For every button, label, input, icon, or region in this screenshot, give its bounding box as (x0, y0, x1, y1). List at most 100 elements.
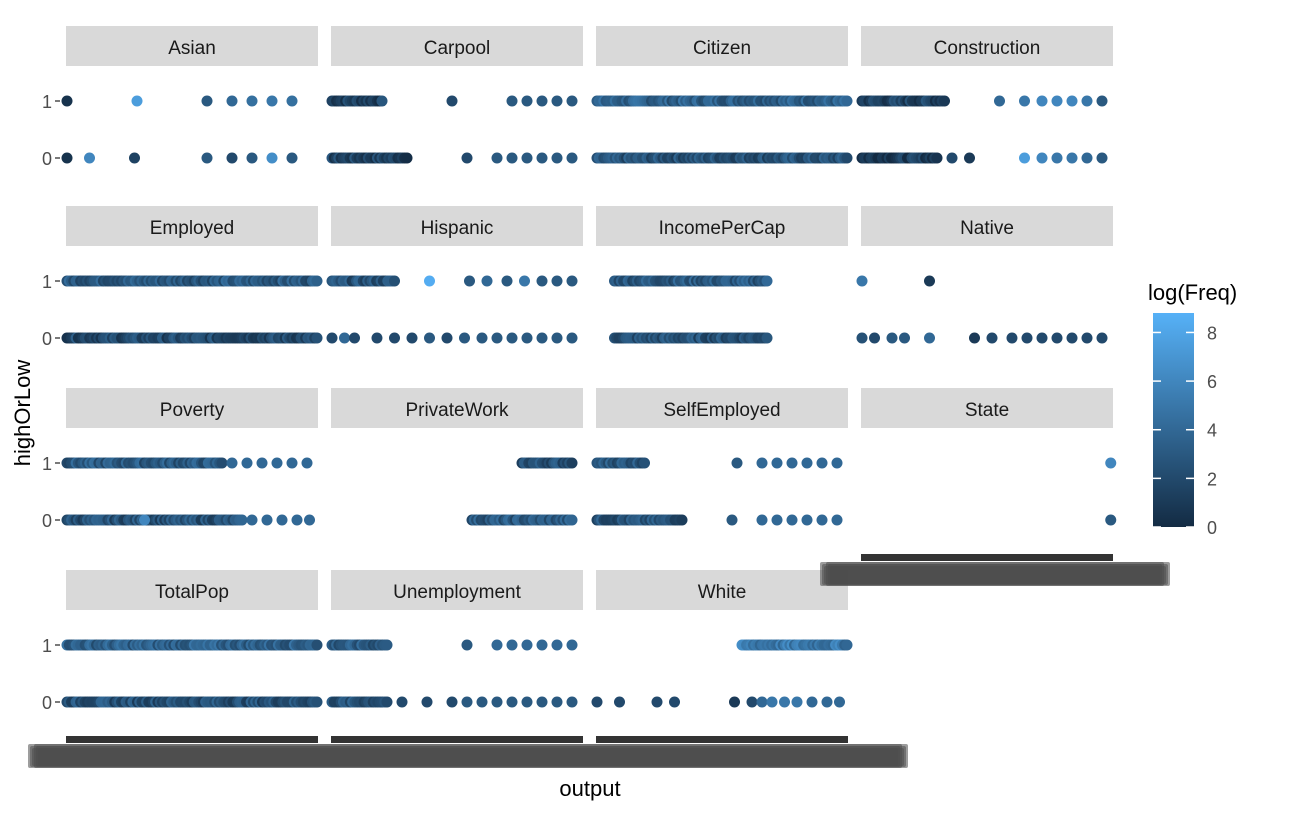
point-1 (506, 95, 518, 107)
point-1 (286, 457, 298, 469)
point-1 (389, 275, 400, 287)
facet-strip (66, 206, 318, 246)
facet-strip-label: SelfEmployed (663, 400, 780, 421)
facet-points (591, 639, 853, 708)
x-tick-marks (66, 736, 318, 743)
y-tick-label-1: 1 (42, 636, 52, 656)
point-0 (521, 332, 533, 344)
point-0 (651, 696, 663, 708)
point-0 (536, 696, 548, 708)
point-1 (856, 275, 868, 287)
point-0 (286, 152, 298, 164)
point-1 (831, 457, 843, 469)
point-0 (946, 152, 958, 164)
facet-points (609, 275, 773, 344)
facet-strip (596, 206, 848, 246)
point-0 (806, 696, 818, 708)
point-0 (326, 332, 338, 344)
point-1 (816, 457, 828, 469)
point-1 (1051, 95, 1063, 107)
point-1 (551, 95, 563, 107)
x-tick-marks (331, 736, 583, 743)
point-0 (746, 696, 758, 708)
facet-strip-label: Asian (168, 38, 216, 59)
point-0 (406, 332, 418, 344)
point-1 (241, 457, 253, 469)
facet-unemployment: Unemployment (326, 570, 583, 708)
facet-strip (331, 26, 583, 66)
point-1 (506, 639, 518, 651)
facet-points (1105, 457, 1117, 526)
point-0 (276, 514, 288, 526)
point-0 (766, 696, 778, 708)
facet-employed: Employed 0 1 (42, 206, 323, 349)
point-0 (1036, 152, 1048, 164)
x-tick-marks (596, 736, 848, 743)
point-0 (841, 152, 853, 164)
point-1 (841, 95, 853, 107)
point-0 (551, 696, 563, 708)
facet-strip-label: White (698, 582, 747, 603)
point-0 (834, 696, 845, 708)
point-1 (786, 457, 798, 469)
point-1 (566, 457, 578, 469)
point-0 (726, 514, 738, 526)
point-0 (566, 152, 578, 164)
facet-strip (331, 388, 583, 428)
point-0 (381, 696, 393, 708)
x-tick-label-smears (28, 554, 1170, 768)
facet-incomepercap: IncomePerCap (596, 206, 848, 344)
facet-points (61, 457, 315, 526)
point-1 (536, 95, 548, 107)
point-1 (521, 95, 533, 107)
point-1 (226, 457, 238, 469)
point-0 (396, 696, 408, 708)
facet-citizen: Citizen (591, 26, 853, 164)
point-1 (566, 275, 578, 287)
facet-strip-label: IncomePerCap (659, 218, 786, 239)
point-0 (1081, 152, 1093, 164)
point-1 (994, 95, 1005, 107)
point-1 (256, 457, 268, 469)
x-axis-title: output (559, 776, 620, 801)
point-0 (729, 696, 740, 708)
point-0 (491, 152, 503, 164)
y-tick-label-0: 0 (42, 149, 52, 169)
point-1 (924, 275, 935, 287)
point-1 (61, 95, 73, 107)
y-axis-title: highOrLow (10, 360, 35, 467)
facet-selfemployed: SelfEmployed (591, 388, 848, 526)
point-0 (566, 514, 578, 526)
point-0 (266, 152, 278, 164)
point-0 (521, 696, 533, 708)
point-0 (476, 332, 488, 344)
legend-tick-label: 8 (1207, 323, 1217, 343)
point-1 (271, 457, 283, 469)
point-1 (551, 275, 563, 287)
y-tick-label-1: 1 (42, 454, 52, 474)
facet-points (326, 275, 578, 344)
legend-tick-label: 0 (1207, 518, 1217, 538)
facet-strip (596, 570, 848, 610)
facet-strip-label: Poverty (160, 400, 225, 421)
point-0 (139, 514, 150, 526)
facet-asian: Asian 0 1 (42, 26, 318, 169)
facet-strip (66, 26, 318, 66)
facet-strip (331, 206, 583, 246)
facet-strip (331, 570, 583, 610)
point-0 (566, 332, 578, 344)
point-0 (506, 152, 518, 164)
point-1 (639, 457, 650, 469)
facet-strip-label: TotalPop (155, 582, 229, 603)
y-tick-label-0: 0 (42, 329, 52, 349)
point-1 (761, 275, 773, 287)
point-1 (536, 275, 548, 287)
point-0 (261, 514, 273, 526)
point-0 (816, 514, 828, 526)
point-1 (536, 639, 548, 651)
point-1 (491, 639, 503, 651)
facet-state: State (861, 388, 1117, 526)
facet-strip-label: Carpool (424, 38, 491, 59)
facet-points (326, 639, 578, 708)
